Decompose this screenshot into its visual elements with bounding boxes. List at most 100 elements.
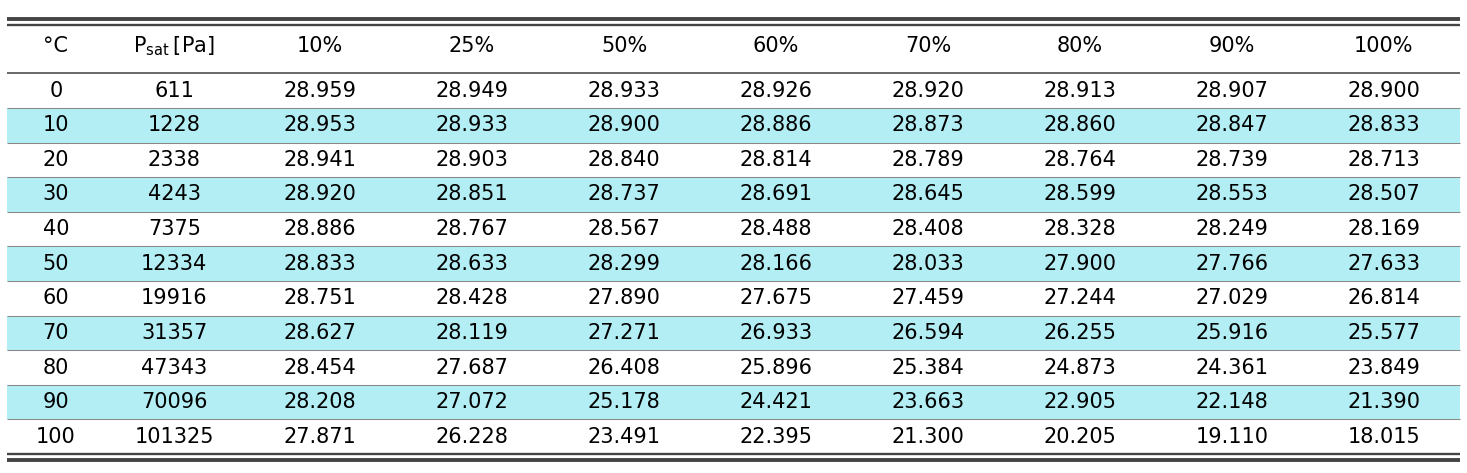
Text: 28.299: 28.299 [587, 254, 660, 274]
Text: 25.178: 25.178 [588, 392, 660, 412]
Text: 24.361: 24.361 [1196, 358, 1269, 377]
Text: 28.033: 28.033 [892, 254, 964, 274]
Text: °C: °C [44, 36, 69, 56]
Bar [7, 281, 1460, 315]
Bar [7, 19, 1460, 73]
Text: 28.926: 28.926 [739, 80, 813, 101]
Bar [7, 246, 1460, 281]
Text: 25.896: 25.896 [739, 358, 813, 377]
Text: 19.110: 19.110 [1196, 427, 1269, 447]
Text: 60%: 60% [753, 36, 800, 56]
Text: 2338: 2338 [148, 150, 201, 170]
Text: 28.900: 28.900 [588, 115, 660, 135]
Text: 70%: 70% [905, 36, 951, 56]
Text: 28.767: 28.767 [436, 219, 509, 239]
Text: 28.900: 28.900 [1347, 80, 1420, 101]
Text: 28.920: 28.920 [283, 184, 356, 204]
Text: 28.933: 28.933 [588, 80, 660, 101]
Text: 28.840: 28.840 [588, 150, 660, 170]
Text: 28.814: 28.814 [739, 150, 813, 170]
Text: 28.941: 28.941 [283, 150, 356, 170]
Text: 26.408: 26.408 [588, 358, 660, 377]
Text: 27.633: 27.633 [1347, 254, 1420, 274]
Text: 4243: 4243 [148, 184, 201, 204]
Text: 28.789: 28.789 [892, 150, 964, 170]
Text: 28.913: 28.913 [1043, 80, 1116, 101]
Text: 25.384: 25.384 [892, 358, 964, 377]
Text: 22.905: 22.905 [1043, 392, 1116, 412]
Text: 70096: 70096 [141, 392, 207, 412]
Text: 100: 100 [37, 427, 76, 447]
Text: 28.428: 28.428 [436, 289, 509, 308]
Text: 0: 0 [50, 80, 63, 101]
Text: 50: 50 [43, 254, 69, 274]
Text: 22.395: 22.395 [739, 427, 813, 447]
Text: 28.408: 28.408 [892, 219, 964, 239]
Text: 20.205: 20.205 [1043, 427, 1116, 447]
Text: 28.645: 28.645 [892, 184, 964, 204]
Text: 23.491: 23.491 [587, 427, 660, 447]
Text: 28.553: 28.553 [1196, 184, 1267, 204]
Bar [7, 73, 1460, 108]
Text: 60: 60 [43, 289, 69, 308]
Text: 28.833: 28.833 [283, 254, 356, 274]
Text: 23.849: 23.849 [1347, 358, 1420, 377]
Text: 27.900: 27.900 [1043, 254, 1116, 274]
Bar [7, 142, 1460, 177]
Bar [7, 385, 1460, 420]
Text: 10: 10 [43, 115, 69, 135]
Text: 28.691: 28.691 [739, 184, 813, 204]
Text: 10%: 10% [296, 36, 343, 56]
Text: 611: 611 [154, 80, 194, 101]
Text: 28.627: 28.627 [283, 323, 356, 343]
Text: 27.675: 27.675 [739, 289, 813, 308]
Text: P$_\mathregular{sat}$ [Pa]: P$_\mathregular{sat}$ [Pa] [133, 35, 216, 58]
Text: 12334: 12334 [141, 254, 207, 274]
Text: 23.663: 23.663 [892, 392, 964, 412]
Text: 30: 30 [43, 184, 69, 204]
Bar [7, 212, 1460, 246]
Text: 28.567: 28.567 [588, 219, 660, 239]
Text: 28.886: 28.886 [283, 219, 356, 239]
Text: 28.907: 28.907 [1196, 80, 1267, 101]
Text: 31357: 31357 [141, 323, 207, 343]
Text: 28.833: 28.833 [1347, 115, 1420, 135]
Text: 27.271: 27.271 [588, 323, 660, 343]
Text: 28.903: 28.903 [436, 150, 509, 170]
Text: 27.459: 27.459 [892, 289, 964, 308]
Text: 28.249: 28.249 [1196, 219, 1267, 239]
Text: 18.015: 18.015 [1347, 427, 1420, 447]
Text: 27.871: 27.871 [283, 427, 356, 447]
Text: 80: 80 [43, 358, 69, 377]
Text: 90: 90 [43, 392, 69, 412]
Text: 28.633: 28.633 [436, 254, 509, 274]
Text: 24.873: 24.873 [1043, 358, 1116, 377]
Text: 28.873: 28.873 [892, 115, 964, 135]
Text: 28.208: 28.208 [283, 392, 356, 412]
Bar [7, 315, 1460, 350]
Text: 28.751: 28.751 [283, 289, 356, 308]
Text: 27.687: 27.687 [436, 358, 509, 377]
Text: 47343: 47343 [141, 358, 207, 377]
Text: 28.713: 28.713 [1347, 150, 1420, 170]
Text: 25.577: 25.577 [1347, 323, 1420, 343]
Text: 40: 40 [43, 219, 69, 239]
Text: 101325: 101325 [135, 427, 214, 447]
Text: 50%: 50% [601, 36, 647, 56]
Text: 19916: 19916 [141, 289, 207, 308]
Bar [7, 177, 1460, 212]
Text: 27.766: 27.766 [1196, 254, 1269, 274]
Text: 28.933: 28.933 [436, 115, 509, 135]
Text: 28.959: 28.959 [283, 80, 356, 101]
Bar [7, 350, 1460, 385]
Text: 90%: 90% [1209, 36, 1254, 56]
Text: 28.886: 28.886 [739, 115, 813, 135]
Text: 28.860: 28.860 [1043, 115, 1116, 135]
Text: 26.255: 26.255 [1043, 323, 1116, 343]
Text: 28.507: 28.507 [1347, 184, 1420, 204]
Text: 27.244: 27.244 [1043, 289, 1116, 308]
Text: 21.300: 21.300 [892, 427, 964, 447]
Bar [7, 108, 1460, 142]
Text: 21.390: 21.390 [1347, 392, 1420, 412]
Text: 25.916: 25.916 [1196, 323, 1269, 343]
